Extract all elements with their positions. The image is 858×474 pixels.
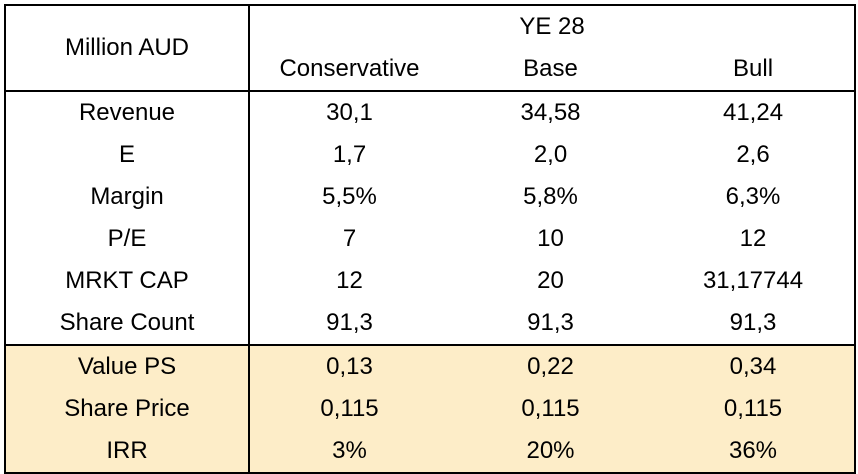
row-label: Margin [4,176,250,218]
table-row-share-count: Share Count 91,3 91,3 91,3 [4,302,857,345]
table-cell: 31,17744 [652,260,857,302]
header-row-scenarios: Conservative Base Bull [5,48,857,92]
table-cell: 0,34 [652,344,857,388]
table-row-share-price: Share Price 0,115 0,115 0,115 [4,388,857,430]
scenario-header-conservative: Conservative [249,48,449,92]
table-row-revenue: Revenue 30,1 34,58 41,24 [4,91,857,134]
table-cell: 0,115 [652,388,857,430]
table-cell: 6,3% [652,176,857,218]
scenario-header-base: Base [449,48,652,92]
table-cell: 91,3 [527,309,574,336]
valuation-table: Million AUD YE 28 Conservative Base Bull… [4,4,857,474]
table-cell: 91,3 [326,309,373,336]
table-cell: 7 [342,225,357,252]
table-cell: 10 [537,225,564,252]
group-header-cell: YE 28 [249,4,857,48]
table-row-pe: P/E 7 10 12 [4,218,857,260]
table-cell: 20 [537,267,564,294]
row-label: Revenue [4,91,250,134]
table-row-e: E 1,7 2,0 2,6 [4,134,857,176]
table-cell: 36% [652,430,857,474]
table-cell: 0,22 [449,344,652,388]
table-cell: 0,115 [249,388,449,430]
table-cell: 2,6 [652,134,857,176]
table-cell: 91,3 [652,302,857,345]
row-label: P/E [4,218,250,260]
table-cell: 5,5% [322,183,377,210]
corner-label-cell: Million AUD [4,4,250,92]
group-header: YE 28 [519,13,585,40]
table-cell: 12 [336,267,363,294]
table-cell: 0,13 [249,344,449,388]
table-cell: 41,24 [652,91,857,134]
table-row-value-ps: Value PS 0,13 0,22 0,34 [4,344,857,388]
row-label: MRKT CAP [4,260,250,302]
table-row-mrkt-cap: MRKT CAP 12 20 31,17744 [4,260,857,302]
table-row-margin: Margin 5,5% 5,8% 6,3% [4,176,857,218]
table-cell: 30,1 [326,99,373,126]
table-cell: 0,115 [449,388,652,430]
table-cell: 1,7 [332,141,367,168]
table-cell: 34,58 [520,99,581,126]
row-label: E [4,134,250,176]
table-row-irr: IRR 3% 20% 36% [4,430,857,474]
table-cell: 20% [449,430,652,474]
table-cell: 5,8% [523,183,578,210]
row-label: Share Count [4,302,250,345]
corner-label: Million AUD [64,34,190,61]
scenario-header-bull: Bull [652,48,857,92]
row-label: IRR [4,430,250,474]
table-cell: 12 [652,218,857,260]
header-row-group: Million AUD YE 28 [4,4,857,92]
row-label: Value PS [4,344,250,388]
table-cell: 3% [249,430,449,474]
row-label: Share Price [4,388,250,430]
table-cell: 2,0 [533,141,568,168]
